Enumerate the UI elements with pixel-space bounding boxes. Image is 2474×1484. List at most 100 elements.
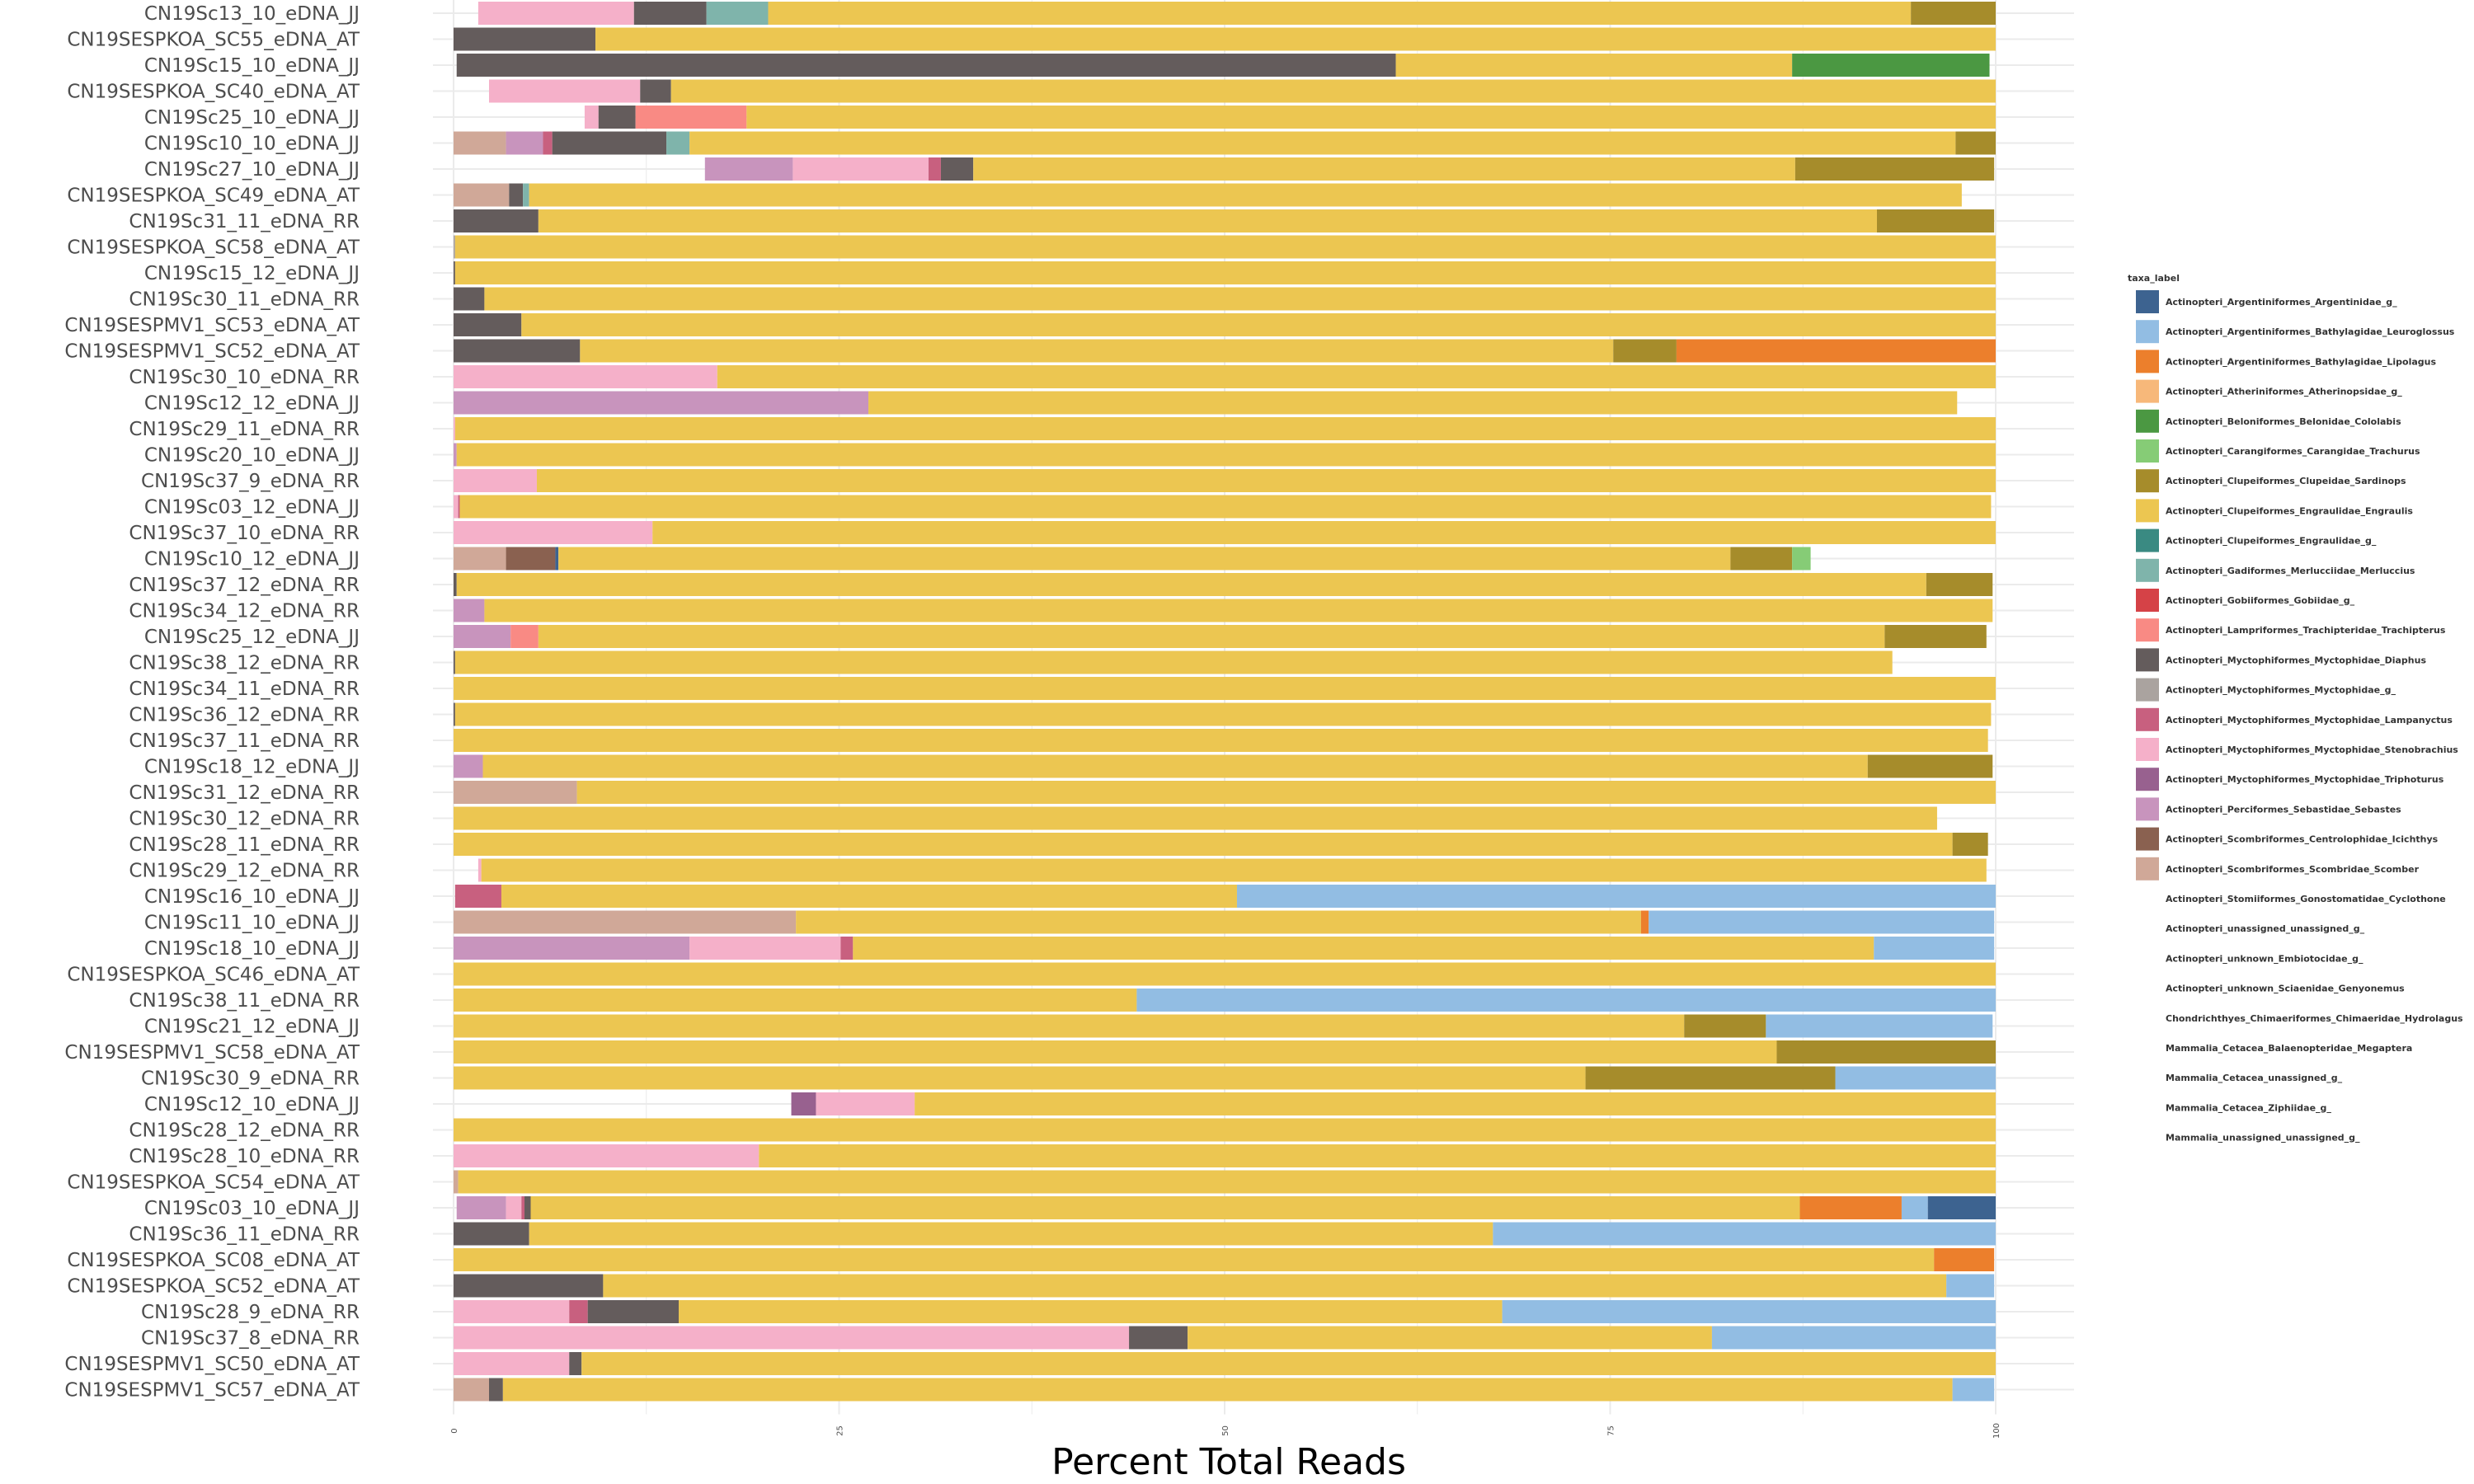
y-tick-label: CN19Sc11_10_eDNA_JJ xyxy=(144,913,360,934)
legend-label: Actinopteri_Argentiniformes_Bathylagidae… xyxy=(2166,326,2455,337)
bar-segment xyxy=(569,1352,582,1375)
bar-segment xyxy=(454,391,869,415)
legend-key xyxy=(2136,738,2159,761)
bar-row xyxy=(454,937,1995,960)
legend-label: Chondrichthyes_Chimaeriformes_Chimaerida… xyxy=(2166,1013,2463,1024)
y-tick-label: CN19Sc30_12_eDNA_RR xyxy=(129,809,360,830)
y-tick-label: CN19Sc37_9_eDNA_RR xyxy=(141,471,360,492)
bar-segment xyxy=(454,313,522,336)
bar-segment xyxy=(454,1170,459,1194)
y-tick-label: CN19Sc36_11_eDNA_RR xyxy=(129,1224,360,1246)
bar-segment xyxy=(454,625,511,648)
legend-label: Actinopteri_Myctophiformes_Myctophidae_L… xyxy=(2166,715,2453,726)
bar-segment xyxy=(521,1196,525,1219)
legend-item: Actinopteri_Atheriniformes_Atherinopsida… xyxy=(2136,379,2402,403)
bar-segment xyxy=(454,27,596,51)
legend-item: Actinopteri_unknown_Sciaenidae_Genyonemu… xyxy=(2136,976,2405,1000)
x-axis-ticks: 0 25 50 75 100 xyxy=(450,1423,2001,1439)
y-tick-label: CN19Sc38_11_eDNA_RR xyxy=(129,990,360,1012)
bar-segment xyxy=(816,1092,915,1115)
bar-segment xyxy=(477,2,634,25)
y-tick-label: CN19Sc37_11_eDNA_RR xyxy=(129,730,360,752)
bar-segment xyxy=(796,910,1641,934)
bar-segment xyxy=(1911,2,1996,25)
bar-segment xyxy=(454,1222,529,1246)
bar-segment xyxy=(1649,910,1995,934)
bar-row xyxy=(454,131,1996,155)
bar-segment xyxy=(454,962,1996,986)
bar-row xyxy=(454,1170,1996,1194)
bar-segment xyxy=(454,833,1953,856)
bar-segment xyxy=(482,754,1868,778)
bar-segment xyxy=(1877,209,1995,232)
bar-segment xyxy=(454,1326,1130,1350)
bar-segment xyxy=(454,650,455,674)
bar-row xyxy=(454,1300,1996,1323)
legend-item: Actinopteri_Myctophiformes_Myctophidae_g… xyxy=(2136,678,2396,702)
legend-item: Actinopteri_Argentiniformes_Bathylagidae… xyxy=(2136,350,2436,373)
bar-segment xyxy=(868,391,1958,415)
y-tick-label: CN19SESPKOA_SC49_eDNA_AT xyxy=(67,186,360,207)
bar-row xyxy=(454,1014,1993,1038)
bar-row xyxy=(454,989,1996,1012)
legend-label: Mammalia_Cetacea_Balaenopteridae_Megapte… xyxy=(2166,1043,2412,1054)
bar-segment xyxy=(454,1066,1586,1090)
bar-segment xyxy=(458,1170,1996,1194)
y-tick-label: CN19Sc38_12_eDNA_RR xyxy=(129,653,360,674)
bar-segment xyxy=(558,547,1731,571)
legend-key xyxy=(2136,1006,2159,1030)
bar-segment xyxy=(454,417,1996,440)
legend-item: Actinopteri_Gobiiformes_Gobiidae_g_ xyxy=(2136,589,2355,612)
legend-label: Actinopteri_Stomiiformes_Gonostomatidae_… xyxy=(2166,894,2446,904)
x-tick-label: 0 xyxy=(450,1428,459,1433)
bar-segment xyxy=(489,79,641,103)
bar-segment xyxy=(1766,1014,1993,1038)
bar-segment xyxy=(456,573,1926,596)
legend-key xyxy=(2136,976,2159,1000)
bar-segment xyxy=(524,1196,531,1219)
bar-segment xyxy=(454,209,539,232)
legend-title: taxa_label xyxy=(2128,273,2180,284)
y-tick-label: CN19SESPMV1_SC50_eDNA_AT xyxy=(64,1354,360,1375)
bar-segment xyxy=(529,183,1962,207)
bar-segment xyxy=(689,937,841,960)
legend-item: Actinopteri_Clupeiformes_Engraulidae_g_ xyxy=(2136,528,2377,552)
legend-item: Actinopteri_Carangiformes_Carangidae_Tra… xyxy=(2136,439,2420,463)
legend-label: Actinopteri_Scombriformes_Scombridae_Sco… xyxy=(2166,864,2420,875)
bar-row xyxy=(454,1274,1995,1298)
bar-segment xyxy=(454,287,485,311)
legend-key xyxy=(2136,350,2159,373)
bar-segment xyxy=(670,79,1997,103)
bar-segment xyxy=(454,469,537,492)
legend-label: Actinopteri_Argentiniformes_Argentinidae… xyxy=(2166,297,2397,308)
bar-segment xyxy=(706,2,769,25)
legend-key xyxy=(2136,887,2159,910)
bar-segment xyxy=(454,1274,604,1298)
legend-label: Actinopteri_Myctophiformes_Myctophidae_S… xyxy=(2166,744,2458,755)
bar-segment xyxy=(1952,1378,1995,1402)
x-tick-label: 50 xyxy=(1221,1425,1230,1436)
bar-row xyxy=(454,365,1996,388)
bar-segment xyxy=(1613,339,1677,363)
bar-row xyxy=(454,183,1962,207)
y-tick-label: CN19Sc21_12_eDNA_JJ xyxy=(144,1017,360,1038)
y-tick-label: CN19Sc15_10_eDNA_JJ xyxy=(144,55,360,77)
bar-segment xyxy=(1395,54,1793,77)
bar-segment xyxy=(521,313,1996,336)
x-axis-title: Percent Total Reads xyxy=(1051,1441,1406,1483)
bar-segment xyxy=(454,1352,570,1375)
legend-label: Actinopteri_Myctophiformes_Myctophidae_D… xyxy=(2166,655,2426,665)
legend-item: Mammalia_Cetacea_Ziphiidae_g_ xyxy=(2136,1096,2331,1120)
bar-segment xyxy=(1711,1326,1996,1350)
bar-segment xyxy=(635,106,747,129)
y-tick-label: CN19Sc18_12_eDNA_JJ xyxy=(144,757,360,778)
bar-segment xyxy=(652,521,1996,544)
legend-label: Actinopteri_Carangiformes_Carangidae_Tra… xyxy=(2166,446,2420,457)
y-tick-label: CN19Sc25_12_eDNA_JJ xyxy=(144,627,360,648)
bar-segment xyxy=(538,209,1878,232)
bar-segment xyxy=(454,910,797,934)
y-tick-label: CN19Sc28_9_eDNA_RR xyxy=(141,1302,360,1323)
bar-segment xyxy=(456,54,1396,77)
y-tick-label: CN19Sc15_12_eDNA_JJ xyxy=(144,263,360,284)
legend-label: Actinopteri_Myctophiformes_Myctophidae_T… xyxy=(2166,774,2444,785)
